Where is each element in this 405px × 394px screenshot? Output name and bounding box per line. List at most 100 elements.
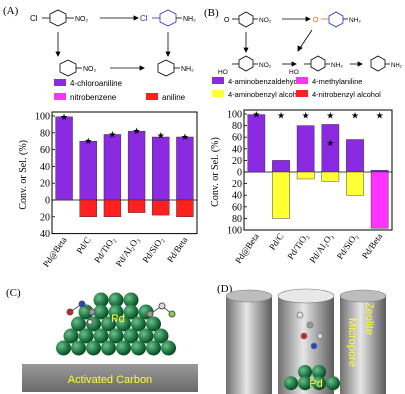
- zeolite-pore-wall: [226, 296, 272, 394]
- bar: [371, 170, 388, 172]
- legend-label: 4-aminobenzyl alcohol: [228, 90, 303, 99]
- legend-label: 4-nitrobenzyl alcohol: [312, 90, 381, 99]
- pd-atom: [71, 341, 86, 356]
- benzene-ring-icon: [60, 60, 76, 76]
- conversion-marker: ★: [252, 110, 260, 120]
- legend-swatch: [54, 93, 66, 100]
- y-tick-label: 100: [227, 110, 242, 121]
- bar: [80, 200, 97, 217]
- plot-frame: [244, 110, 392, 230]
- bar: [152, 137, 169, 200]
- legend-label: aniline: [162, 93, 186, 102]
- scheme-b-bottom-mid-ho: HO: [289, 69, 299, 76]
- bar: [346, 140, 363, 172]
- pd-atom: [161, 341, 176, 356]
- conversion-marker: ★: [351, 111, 359, 121]
- scheme-b-top-right-o: O: [313, 17, 319, 24]
- conversion-marker: ★: [302, 111, 310, 121]
- panel-a-label: (A): [3, 5, 19, 17]
- benzene-ring-icon: [158, 60, 174, 76]
- y-tick-label: 60: [40, 145, 50, 156]
- category-label: Pd/SiO₂: [335, 231, 360, 261]
- category-label: Pd/C: [74, 235, 93, 255]
- scheme-a-top-right-prefix: Cl: [140, 14, 148, 23]
- bar: [248, 115, 265, 172]
- conversion-marker: ★: [376, 111, 384, 121]
- bar: [322, 124, 339, 172]
- axis: [244, 110, 392, 230]
- reaction-scheme-a: [42, 10, 182, 76]
- benzene-ring-icon: [239, 12, 253, 27]
- bar: [176, 137, 193, 200]
- pd-atom: [131, 341, 146, 356]
- legend-swatch: [212, 90, 224, 97]
- pd-label-c: Pd: [111, 313, 124, 325]
- pd-atom: [326, 376, 340, 390]
- scheme-b-top-right-group: NH₂: [349, 17, 361, 24]
- conversion-marker: ★: [157, 130, 165, 140]
- arrow-icon: [166, 52, 170, 56]
- y-tick-label: 60: [232, 202, 242, 213]
- scheme-b-top-left-o: O: [224, 17, 230, 24]
- bar: [272, 160, 289, 172]
- conversion-marker: ★: [60, 112, 68, 122]
- panel-c-label: (C): [6, 287, 21, 299]
- reaction-scheme-b: [232, 12, 390, 71]
- chart-b: 4-aminobenzaldehyde 4-methylaniline 4-amin…: [210, 77, 392, 265]
- legend-item: aniline: [146, 93, 186, 102]
- bar: [176, 200, 193, 217]
- y-tick-label: 100: [227, 226, 242, 237]
- y-tick-label: 60: [232, 133, 242, 144]
- scheme-a-prefix: Cl: [30, 14, 38, 23]
- conversion-marker: ★: [181, 132, 189, 142]
- benzene-ring-icon: [239, 56, 253, 71]
- y-tick-label: 0: [237, 168, 242, 179]
- scheme-b-bottom-left-group: NO₂: [259, 62, 272, 69]
- scheme-a-bottom-left-group: NO₂: [83, 66, 97, 73]
- legend-swatch: [146, 93, 158, 100]
- arrow-icon: [244, 48, 248, 52]
- conversion-marker: ★: [84, 136, 92, 146]
- carbon-support-label: Activated Carbon: [68, 374, 152, 386]
- pd-label-d: Pd: [309, 378, 322, 390]
- y-tick-label: 40: [232, 191, 242, 202]
- y-tick-label: 40: [40, 162, 50, 173]
- legend-label: 4-aminobenzaldehyde: [228, 77, 302, 86]
- y-tick-label: 80: [232, 214, 242, 225]
- conversion-marker: ★: [133, 126, 141, 136]
- y-tick-label: 20: [40, 212, 50, 223]
- arrow-icon: [56, 52, 60, 56]
- scheme-b-bottom-mid-group: NH₂: [331, 62, 343, 69]
- scheme-a-bottom-right-group: NH₂: [181, 66, 194, 73]
- axis: [52, 112, 197, 234]
- legend-swatch: [296, 77, 308, 84]
- pd-atom: [101, 341, 116, 356]
- pd-atom: [86, 341, 101, 356]
- legend-item: 4-aminobenzaldehyde: [212, 77, 302, 86]
- y-axis-label: Conv. or Sel. (%): [210, 137, 221, 207]
- legend-item: 4-methylaniline: [296, 77, 362, 86]
- y-axis-label: Conv. or Sel. (%): [18, 140, 29, 210]
- legend-swatch: [212, 77, 224, 84]
- bar: [371, 172, 388, 228]
- conversion-marker: ★: [326, 111, 334, 121]
- bar: [297, 126, 314, 172]
- category-label: Pd/SiO₂: [140, 235, 165, 265]
- legend-item: 4-nitrobenzyl alcohol: [296, 90, 381, 99]
- bar: [152, 201, 169, 215]
- panel-c-illustration: Activated Carbon Pd: [22, 293, 198, 393]
- pd-atom: [56, 341, 71, 356]
- y-tick-label: 100: [35, 112, 50, 123]
- legend-label: 4-chloroaniline: [70, 79, 123, 88]
- bar: [80, 141, 97, 200]
- conversion-marker: ★: [326, 138, 334, 148]
- scheme-a-top-right-group: NH₂: [183, 16, 196, 23]
- arrow-icon: [134, 16, 138, 20]
- legend-swatch: [54, 79, 66, 86]
- bar: [346, 172, 363, 195]
- bar: [104, 200, 121, 217]
- benzene-ring-icon: [311, 56, 325, 71]
- plot-frame: [52, 112, 197, 234]
